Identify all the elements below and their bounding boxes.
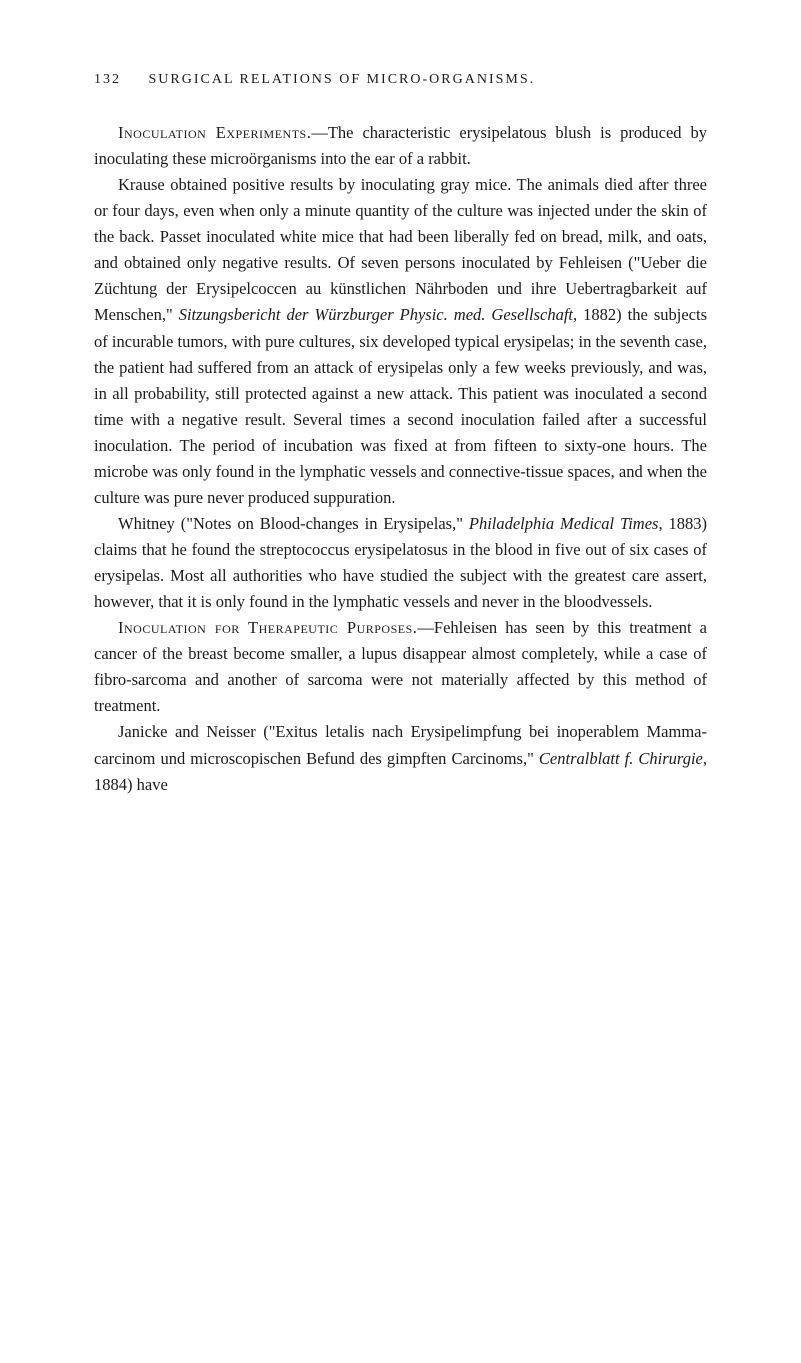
page-number: 132	[94, 72, 121, 87]
paragraph: Inoculation for Therapeutic Purposes.—Fe…	[94, 615, 707, 719]
text-segment: Sitzungsbericht der Würzburger Physic. m…	[179, 305, 573, 324]
body-text: Inoculation Experiments.—The characteris…	[94, 120, 707, 798]
page-header: 132 SURGICAL RELATIONS OF MICRO-ORGANISM…	[94, 72, 707, 88]
text-segment: Krause obtained positive results by inoc…	[94, 175, 707, 324]
text-segment: Inoculation Experiments.	[118, 123, 311, 142]
paragraph: Inoculation Experiments.—The characteris…	[94, 120, 707, 172]
text-segment: Centralblatt f. Chirurgie	[539, 749, 703, 768]
paragraph: Janicke and Neisser ("Exitus letalis nac…	[94, 719, 707, 797]
running-title: SURGICAL RELATIONS OF MICRO-ORGANISMS.	[149, 72, 536, 87]
text-segment: Whitney ("Notes on Blood-changes in Erys…	[118, 514, 469, 533]
paragraph: Whitney ("Notes on Blood-changes in Erys…	[94, 511, 707, 615]
paragraph: Krause obtained positive results by inoc…	[94, 172, 707, 511]
text-segment: , 1882) the subjects of incurable tumors…	[94, 305, 707, 506]
text-segment: Philadel­phia Medical Times	[469, 514, 659, 533]
text-segment: Inoculation for Therapeutic Purposes.	[118, 618, 417, 637]
